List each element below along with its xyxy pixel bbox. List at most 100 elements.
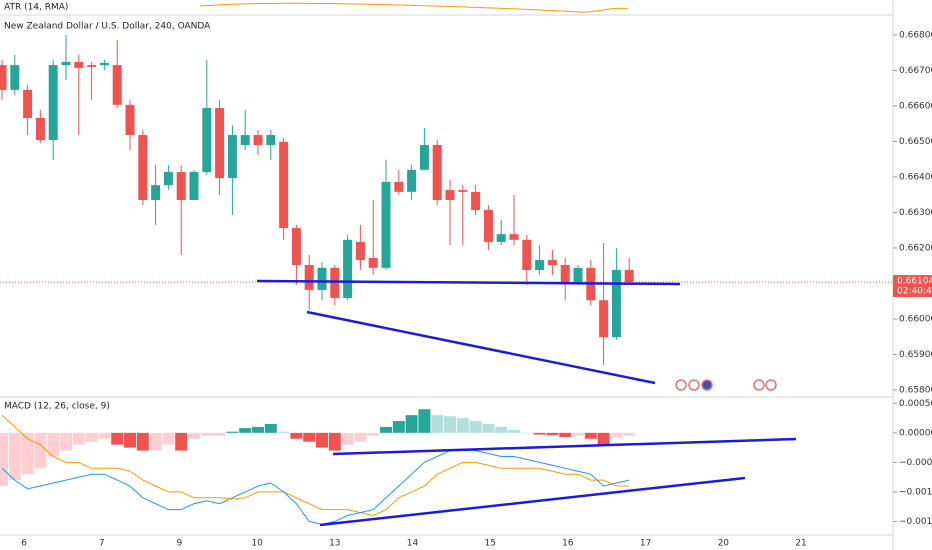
histogram-bar <box>0 432 8 486</box>
x-tick-label: 16 <box>562 539 574 549</box>
histogram-bar <box>111 432 124 445</box>
candle-body <box>432 144 442 201</box>
candle-body <box>317 267 327 290</box>
histogram-bar <box>290 432 303 439</box>
candle-body <box>61 61 71 66</box>
candle-body <box>176 171 186 201</box>
histogram-bar <box>72 432 85 445</box>
signal-line <box>1 414 630 517</box>
histogram-bar <box>149 432 162 451</box>
histogram-bar <box>264 423 277 433</box>
x-tick-label: 7 <box>99 539 105 549</box>
histogram-bar <box>303 432 316 442</box>
histogram-bar <box>200 432 213 436</box>
candle-body <box>215 108 225 179</box>
candle-body <box>394 181 404 192</box>
candle-body <box>547 260 557 266</box>
x-tick-label: 15 <box>484 539 495 549</box>
y-tick-label: −0.00100 <box>899 487 932 497</box>
histogram-bar <box>520 432 533 434</box>
histogram-bar <box>482 423 495 433</box>
histogram-bar <box>226 431 239 433</box>
chart-title: New Zealand Dollar / U.S. Dollar, 240, O… <box>4 22 211 32</box>
x-tick-label: 13 <box>329 539 340 549</box>
x-tick-label: 17 <box>640 539 651 549</box>
y-tick-label: 0.00000 <box>899 428 932 438</box>
trend-line[interactable] <box>319 476 746 527</box>
candle-body <box>445 190 455 201</box>
event-icons[interactable] <box>675 379 777 391</box>
histogram-bar <box>456 418 469 433</box>
histogram-bar <box>405 415 418 433</box>
candle-body <box>407 169 417 192</box>
histogram-bar <box>328 432 341 451</box>
candle-body <box>624 269 634 283</box>
histogram-bar <box>610 432 623 438</box>
histogram-bar <box>584 432 597 439</box>
histogram-bar <box>316 432 328 448</box>
candle-body <box>560 265 570 283</box>
histogram-bar <box>21 432 34 475</box>
candle-body <box>330 267 340 299</box>
histogram-bar <box>444 416 456 433</box>
x-tick-label: 6 <box>21 539 27 549</box>
histogram-bar <box>469 421 482 433</box>
candle-body <box>522 239 532 270</box>
trend-line[interactable] <box>306 310 656 385</box>
trend-line[interactable] <box>332 437 797 456</box>
candle-body <box>368 257 378 268</box>
candle-body <box>483 209 493 242</box>
candle-body <box>99 62 109 66</box>
histogram-bar <box>597 432 610 445</box>
candle-body <box>163 171 173 186</box>
candle-body <box>343 239 353 299</box>
candle-body <box>48 65 58 141</box>
histogram-bar <box>533 432 546 435</box>
histogram-bar <box>354 432 367 442</box>
trend-line[interactable] <box>256 279 681 286</box>
histogram-bar <box>98 432 111 439</box>
candle-body <box>471 191 481 210</box>
histogram-bar <box>34 432 47 469</box>
candle-body <box>381 181 391 268</box>
last-price-tag <box>893 275 932 298</box>
x-tick-label: 9 <box>177 539 183 549</box>
macd-line <box>1 450 630 525</box>
histogram-bar <box>418 409 431 433</box>
candle-body <box>304 265 314 290</box>
candle-body <box>611 269 621 338</box>
candle-body <box>573 267 583 283</box>
histogram-bar <box>623 432 636 436</box>
histogram-bar <box>8 432 21 481</box>
candle-body <box>10 65 20 90</box>
candle-body <box>355 241 365 261</box>
candle-body <box>253 135 263 145</box>
candle-body <box>87 65 97 67</box>
candle-body <box>74 61 84 68</box>
histogram-bar <box>559 432 572 437</box>
histogram-bar <box>367 432 380 436</box>
histogram-bar <box>380 426 392 433</box>
candle-body <box>23 89 33 118</box>
candle-body <box>458 190 468 192</box>
candle-body <box>35 117 45 141</box>
histogram-bar <box>124 432 136 448</box>
candle-body <box>189 171 199 201</box>
histogram-bar <box>431 415 444 433</box>
histogram-bar <box>239 428 252 433</box>
x-tick-label: 10 <box>251 539 263 549</box>
histogram-bar <box>341 432 354 445</box>
histogram-bar <box>213 432 226 436</box>
candle-body <box>240 135 250 145</box>
histogram-bar <box>572 432 584 436</box>
last-price-label: 0.66104 <box>897 277 932 287</box>
candle-body <box>266 135 276 145</box>
